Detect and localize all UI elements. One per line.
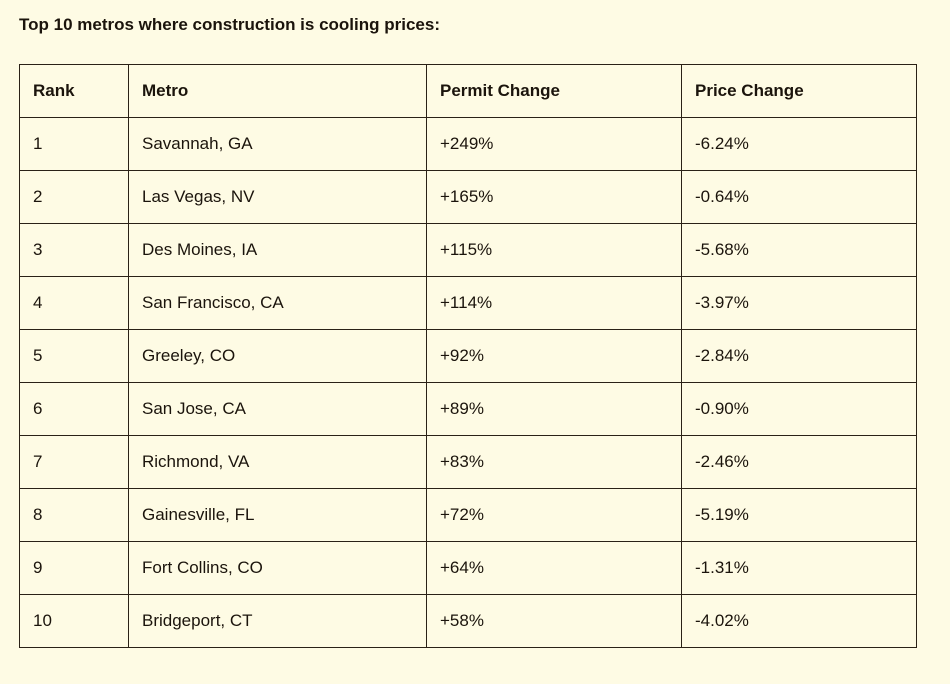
price-change-cell: -0.64% <box>681 170 917 224</box>
price-change-cell: -2.46% <box>681 435 917 489</box>
page-title: Top 10 metros where construction is cool… <box>19 15 440 34</box>
rank-cell: 5 <box>19 329 129 383</box>
metro-cell: San Francisco, CA <box>128 276 427 330</box>
price-change-cell: -2.84% <box>681 329 917 383</box>
permit-change-cell: +165% <box>426 170 682 224</box>
table-row: 4 San Francisco, CA +114% -3.97% <box>19 276 917 330</box>
price-change-cell: -0.90% <box>681 382 917 436</box>
metros-table: Rank Metro Permit Change Price Change 1 … <box>19 64 917 648</box>
metro-cell: San Jose, CA <box>128 382 427 436</box>
table-row: 10 Bridgeport, CT +58% -4.02% <box>19 594 917 648</box>
permit-change-cell: +83% <box>426 435 682 489</box>
rank-cell: 3 <box>19 223 129 277</box>
metro-cell: Des Moines, IA <box>128 223 427 277</box>
table-row: 2 Las Vegas, NV +165% -0.64% <box>19 170 917 224</box>
table-row: 3 Des Moines, IA +115% -5.68% <box>19 223 917 277</box>
rank-cell: 10 <box>19 594 129 648</box>
permit-change-cell: +72% <box>426 488 682 542</box>
rank-cell: 1 <box>19 117 129 171</box>
rank-cell: 2 <box>19 170 129 224</box>
column-header-metro: Metro <box>128 64 427 118</box>
rank-cell: 9 <box>19 541 129 595</box>
permit-change-cell: +92% <box>426 329 682 383</box>
column-header-permit-change: Permit Change <box>426 64 682 118</box>
table-header: Rank Metro Permit Change Price Change <box>19 64 917 118</box>
rank-cell: 8 <box>19 488 129 542</box>
table-row: 8 Gainesville, FL +72% -5.19% <box>19 488 917 542</box>
column-header-rank: Rank <box>19 64 129 118</box>
metro-cell: Fort Collins, CO <box>128 541 427 595</box>
metro-cell: Bridgeport, CT <box>128 594 427 648</box>
permit-change-cell: +64% <box>426 541 682 595</box>
table-row: 5 Greeley, CO +92% -2.84% <box>19 329 917 383</box>
metro-cell: Greeley, CO <box>128 329 427 383</box>
permit-change-cell: +249% <box>426 117 682 171</box>
price-change-cell: -5.19% <box>681 488 917 542</box>
column-header-price-change: Price Change <box>681 64 917 118</box>
rank-cell: 4 <box>19 276 129 330</box>
permit-change-cell: +89% <box>426 382 682 436</box>
price-change-cell: -1.31% <box>681 541 917 595</box>
permit-change-cell: +115% <box>426 223 682 277</box>
permit-change-cell: +58% <box>426 594 682 648</box>
table-row: 1 Savannah, GA +249% -6.24% <box>19 117 917 171</box>
table-row: 9 Fort Collins, CO +64% -1.31% <box>19 541 917 595</box>
rank-cell: 7 <box>19 435 129 489</box>
table-body: 1 Savannah, GA +249% -6.24% 2 Las Vegas,… <box>19 117 917 648</box>
permit-change-cell: +114% <box>426 276 682 330</box>
table-row: 6 San Jose, CA +89% -0.90% <box>19 382 917 436</box>
header-row: Rank Metro Permit Change Price Change <box>19 64 917 118</box>
price-change-cell: -4.02% <box>681 594 917 648</box>
metro-cell: Gainesville, FL <box>128 488 427 542</box>
price-change-cell: -3.97% <box>681 276 917 330</box>
table-row: 7 Richmond, VA +83% -2.46% <box>19 435 917 489</box>
metro-cell: Las Vegas, NV <box>128 170 427 224</box>
metro-cell: Savannah, GA <box>128 117 427 171</box>
rank-cell: 6 <box>19 382 129 436</box>
price-change-cell: -6.24% <box>681 117 917 171</box>
metro-cell: Richmond, VA <box>128 435 427 489</box>
price-change-cell: -5.68% <box>681 223 917 277</box>
